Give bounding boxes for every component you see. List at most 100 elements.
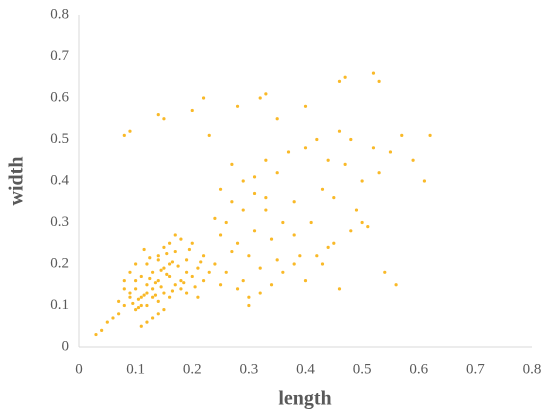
- point: [218, 187, 223, 191]
- point: [162, 245, 166, 249]
- point: [173, 233, 177, 237]
- point: [264, 92, 268, 96]
- point: [173, 283, 177, 287]
- point: [159, 285, 163, 289]
- point: [122, 133, 126, 137]
- point: [343, 75, 347, 79]
- point: [235, 104, 240, 108]
- point: [343, 162, 347, 166]
- y-tick-label: 0.4: [50, 172, 69, 188]
- point: [247, 303, 251, 308]
- x-axis-title: length: [278, 388, 331, 410]
- point: [326, 158, 330, 162]
- point: [258, 96, 262, 100]
- point: [213, 216, 217, 220]
- point: [199, 260, 203, 264]
- point: [264, 208, 268, 212]
- point: [269, 283, 274, 287]
- point: [275, 117, 279, 121]
- point: [360, 179, 364, 183]
- x-tick-label: 0.4: [296, 361, 315, 377]
- point: [128, 270, 132, 274]
- point: [371, 71, 376, 75]
- x-tick-label: 0: [75, 361, 83, 377]
- point: [179, 287, 183, 291]
- y-tick-label: 0: [62, 338, 70, 354]
- point: [366, 225, 370, 229]
- point: [142, 293, 146, 297]
- point: [196, 295, 200, 299]
- point: [241, 179, 245, 183]
- point: [207, 133, 211, 137]
- y-tick-label: 0.5: [50, 131, 69, 147]
- point: [156, 113, 160, 117]
- point: [201, 279, 206, 283]
- x-tick-label: 0.7: [466, 361, 485, 377]
- point: [134, 308, 138, 312]
- point: [128, 291, 132, 295]
- point: [377, 79, 381, 83]
- point: [201, 96, 206, 100]
- point: [139, 274, 143, 279]
- point: [258, 291, 262, 295]
- point: [145, 291, 149, 295]
- point: [117, 312, 121, 316]
- point: [170, 260, 175, 264]
- x-tick-label: 0.1: [126, 361, 145, 377]
- point: [315, 137, 319, 142]
- point: [264, 158, 268, 162]
- point: [349, 137, 353, 142]
- point: [168, 274, 172, 279]
- point: [136, 297, 141, 301]
- point: [230, 249, 234, 254]
- point: [400, 133, 404, 137]
- point: [145, 283, 149, 287]
- point: [230, 200, 234, 204]
- point: [422, 179, 427, 183]
- point: [218, 233, 223, 237]
- x-tick-label: 0.3: [240, 361, 259, 377]
- point: [134, 287, 138, 291]
- point: [139, 303, 143, 308]
- point: [286, 150, 291, 154]
- point: [184, 258, 189, 262]
- y-tick-label: 0.8: [50, 6, 69, 22]
- point: [247, 295, 251, 299]
- point: [190, 274, 194, 279]
- point: [292, 200, 296, 204]
- point: [315, 254, 319, 258]
- point: [383, 270, 387, 274]
- point: [156, 299, 160, 303]
- point: [196, 266, 200, 270]
- point: [179, 279, 183, 283]
- point: [111, 316, 115, 320]
- point: [148, 256, 152, 260]
- point: [349, 229, 353, 233]
- point: [247, 254, 251, 258]
- point: [411, 158, 415, 162]
- x-tick-label: 0.8: [523, 361, 542, 377]
- point: [122, 303, 126, 308]
- point: [298, 254, 302, 258]
- y-axis-title: width: [6, 157, 28, 206]
- point: [156, 312, 160, 316]
- point: [134, 279, 138, 283]
- point: [128, 295, 132, 299]
- point: [252, 175, 257, 179]
- point: [182, 281, 186, 285]
- point: [230, 162, 234, 166]
- point: [354, 208, 359, 212]
- y-tick-label: 0.1: [50, 297, 69, 313]
- point: [142, 247, 146, 252]
- y-tick-label: 0.2: [50, 255, 69, 271]
- point: [377, 171, 381, 175]
- point: [258, 266, 262, 270]
- point: [162, 291, 166, 295]
- point: [131, 301, 135, 306]
- point: [153, 281, 158, 285]
- point: [179, 237, 183, 241]
- point: [148, 276, 152, 281]
- point: [190, 241, 194, 245]
- point: [156, 254, 160, 258]
- point: [193, 285, 197, 289]
